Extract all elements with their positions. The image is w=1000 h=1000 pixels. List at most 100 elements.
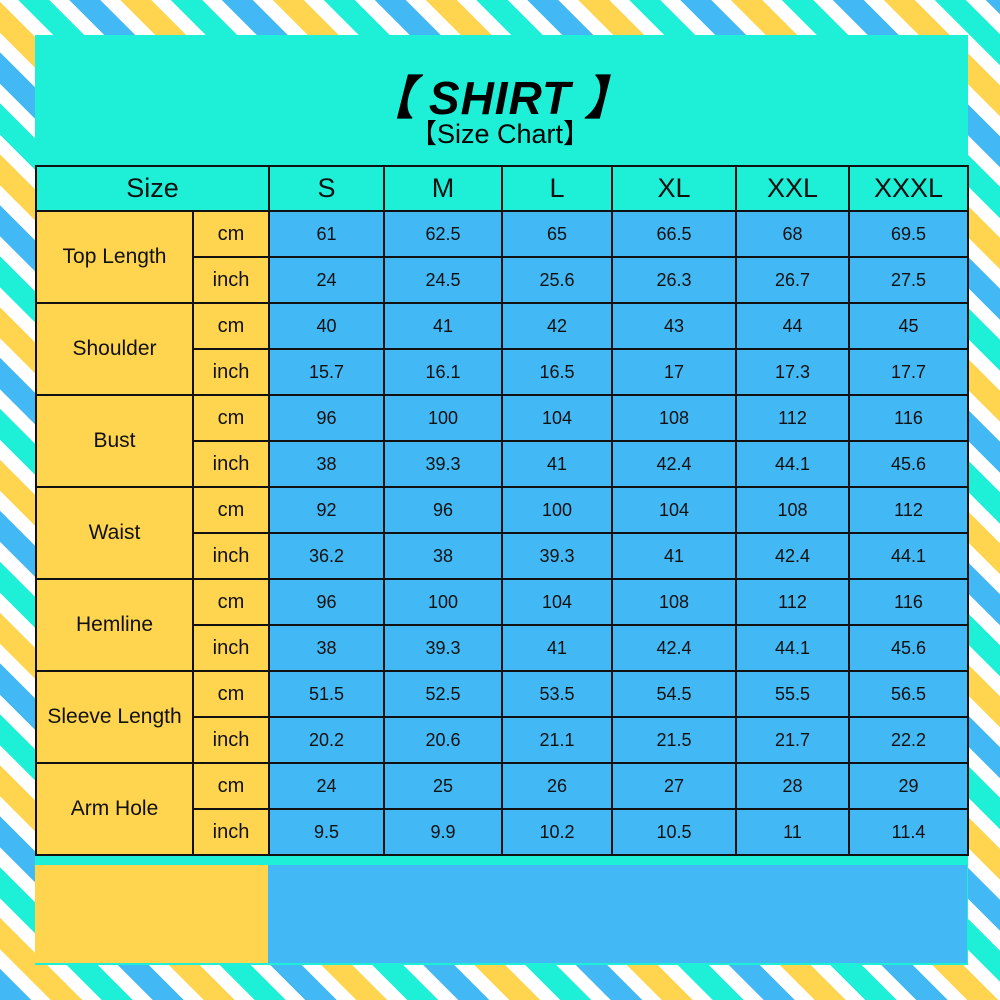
value-cell: 39.3 — [383, 624, 503, 672]
measurement-label: Top Length — [35, 210, 194, 304]
size-col-header: XXXL — [848, 165, 969, 212]
value-cell: 25.6 — [501, 256, 613, 304]
value-cell: 100 — [383, 578, 503, 626]
value-cell: 24 — [268, 762, 385, 810]
value-cell: 10.2 — [501, 808, 613, 856]
value-cell: 16.1 — [383, 348, 503, 396]
value-cell: 96 — [383, 486, 503, 534]
table-row: Bust cm 96 100 104 108 112 116 — [35, 394, 969, 488]
table-row: inch 20.2 20.6 21.1 21.5 21.7 22.2 — [36, 716, 969, 764]
value-cell: 51.5 — [268, 670, 385, 718]
unit-label: inch — [192, 624, 270, 672]
value-cell: 108 — [611, 578, 737, 626]
value-cell: 45.6 — [848, 624, 969, 672]
value-cell: 29 — [848, 762, 969, 810]
value-cell: 24 — [268, 256, 385, 304]
measurement-label: Shoulder — [35, 302, 194, 396]
table-row: inch 24 24.5 25.6 26.3 26.7 27.5 — [36, 256, 969, 304]
value-cell: 39.3 — [501, 532, 613, 580]
value-cell: 9.5 — [268, 808, 385, 856]
value-cell: 112 — [735, 578, 850, 626]
size-col-header: S — [268, 165, 385, 212]
value-cell: 100 — [501, 486, 613, 534]
value-cell: 21.5 — [611, 716, 737, 764]
table-row: inch 9.5 9.9 10.2 10.5 11 11.4 — [36, 808, 969, 856]
size-header: Size — [35, 165, 270, 212]
value-cell: 100 — [383, 394, 503, 442]
table-row: inch 36.2 38 39.3 41 42.4 44.1 — [36, 532, 969, 580]
unit-label: inch — [192, 348, 270, 396]
value-cell: 108 — [735, 486, 850, 534]
value-cell: 10.5 — [611, 808, 737, 856]
size-col-header: XXL — [735, 165, 850, 212]
value-cell: 112 — [848, 486, 969, 534]
unit-label: inch — [192, 440, 270, 488]
value-cell: 41 — [501, 624, 613, 672]
value-cell: 28 — [735, 762, 850, 810]
unit-label: cm — [192, 578, 270, 626]
value-cell: 9.9 — [383, 808, 503, 856]
unit-label: cm — [192, 670, 270, 718]
size-table: Size S M L XL XXL XXXL Top Length cm 61 62.… — [35, 165, 969, 856]
value-cell: 24.5 — [383, 256, 503, 304]
value-cell: 112 — [735, 394, 850, 442]
value-cell: 22.2 — [848, 716, 969, 764]
value-cell: 66.5 — [611, 210, 737, 258]
value-cell: 96 — [268, 394, 385, 442]
unit-label: inch — [192, 256, 270, 304]
value-cell: 116 — [848, 394, 969, 442]
value-cell: 17 — [611, 348, 737, 396]
value-cell: 27.5 — [848, 256, 969, 304]
unit-label: cm — [192, 302, 270, 350]
value-cell: 104 — [501, 394, 613, 442]
value-cell: 41 — [611, 532, 737, 580]
value-cell: 26.7 — [735, 256, 850, 304]
value-cell: 104 — [611, 486, 737, 534]
table-row: inch 38 39.3 41 42.4 44.1 45.6 — [36, 440, 969, 488]
header-row: Size S M L XL XXL XXXL — [35, 165, 969, 212]
table-row: inch 38 39.3 41 42.4 44.1 45.6 — [36, 624, 969, 672]
table-row: Arm Hole cm 24 25 26 27 28 29 — [35, 762, 969, 856]
size-col-header: XL — [611, 165, 737, 212]
footer-fill-yellow — [35, 865, 268, 963]
chart-subtitle: 【Size Chart】 — [409, 119, 591, 149]
value-cell: 45 — [848, 302, 969, 350]
value-cell: 55.5 — [735, 670, 850, 718]
value-cell: 42.4 — [611, 624, 737, 672]
table-row: Hemline cm 96 100 104 108 112 116 — [35, 578, 969, 672]
product-title: 【 SHIRT 】 — [368, 72, 632, 124]
value-cell: 44.1 — [735, 624, 850, 672]
value-cell: 56.5 — [848, 670, 969, 718]
value-cell: 52.5 — [383, 670, 503, 718]
value-cell: 53.5 — [501, 670, 613, 718]
value-cell: 108 — [611, 394, 737, 442]
value-cell: 42.4 — [735, 532, 850, 580]
unit-label: cm — [192, 486, 270, 534]
value-cell: 41 — [383, 302, 503, 350]
value-cell: 16.5 — [501, 348, 613, 396]
value-cell: 43 — [611, 302, 737, 350]
value-cell: 39.3 — [383, 440, 503, 488]
value-cell: 26.3 — [611, 256, 737, 304]
unit-label: cm — [192, 210, 270, 258]
table-row: Waist cm 92 96 100 104 108 112 — [35, 486, 969, 580]
measurement-label: Arm Hole — [35, 762, 194, 856]
value-cell: 11.4 — [848, 808, 969, 856]
value-cell: 17.3 — [735, 348, 850, 396]
value-cell: 36.2 — [268, 532, 385, 580]
value-cell: 27 — [611, 762, 737, 810]
value-cell: 21.7 — [735, 716, 850, 764]
value-cell: 68 — [735, 210, 850, 258]
unit-label: cm — [192, 762, 270, 810]
table-row: inch 15.7 16.1 16.5 17 17.3 17.7 — [36, 348, 969, 396]
value-cell: 40 — [268, 302, 385, 350]
value-cell: 38 — [383, 532, 503, 580]
value-cell: 61 — [268, 210, 385, 258]
value-cell: 44.1 — [848, 532, 969, 580]
measurement-label: Sleeve Length — [35, 670, 194, 764]
value-cell: 104 — [501, 578, 613, 626]
value-cell: 116 — [848, 578, 969, 626]
value-cell: 26 — [501, 762, 613, 810]
size-col-header: M — [383, 165, 503, 212]
value-cell: 42.4 — [611, 440, 737, 488]
